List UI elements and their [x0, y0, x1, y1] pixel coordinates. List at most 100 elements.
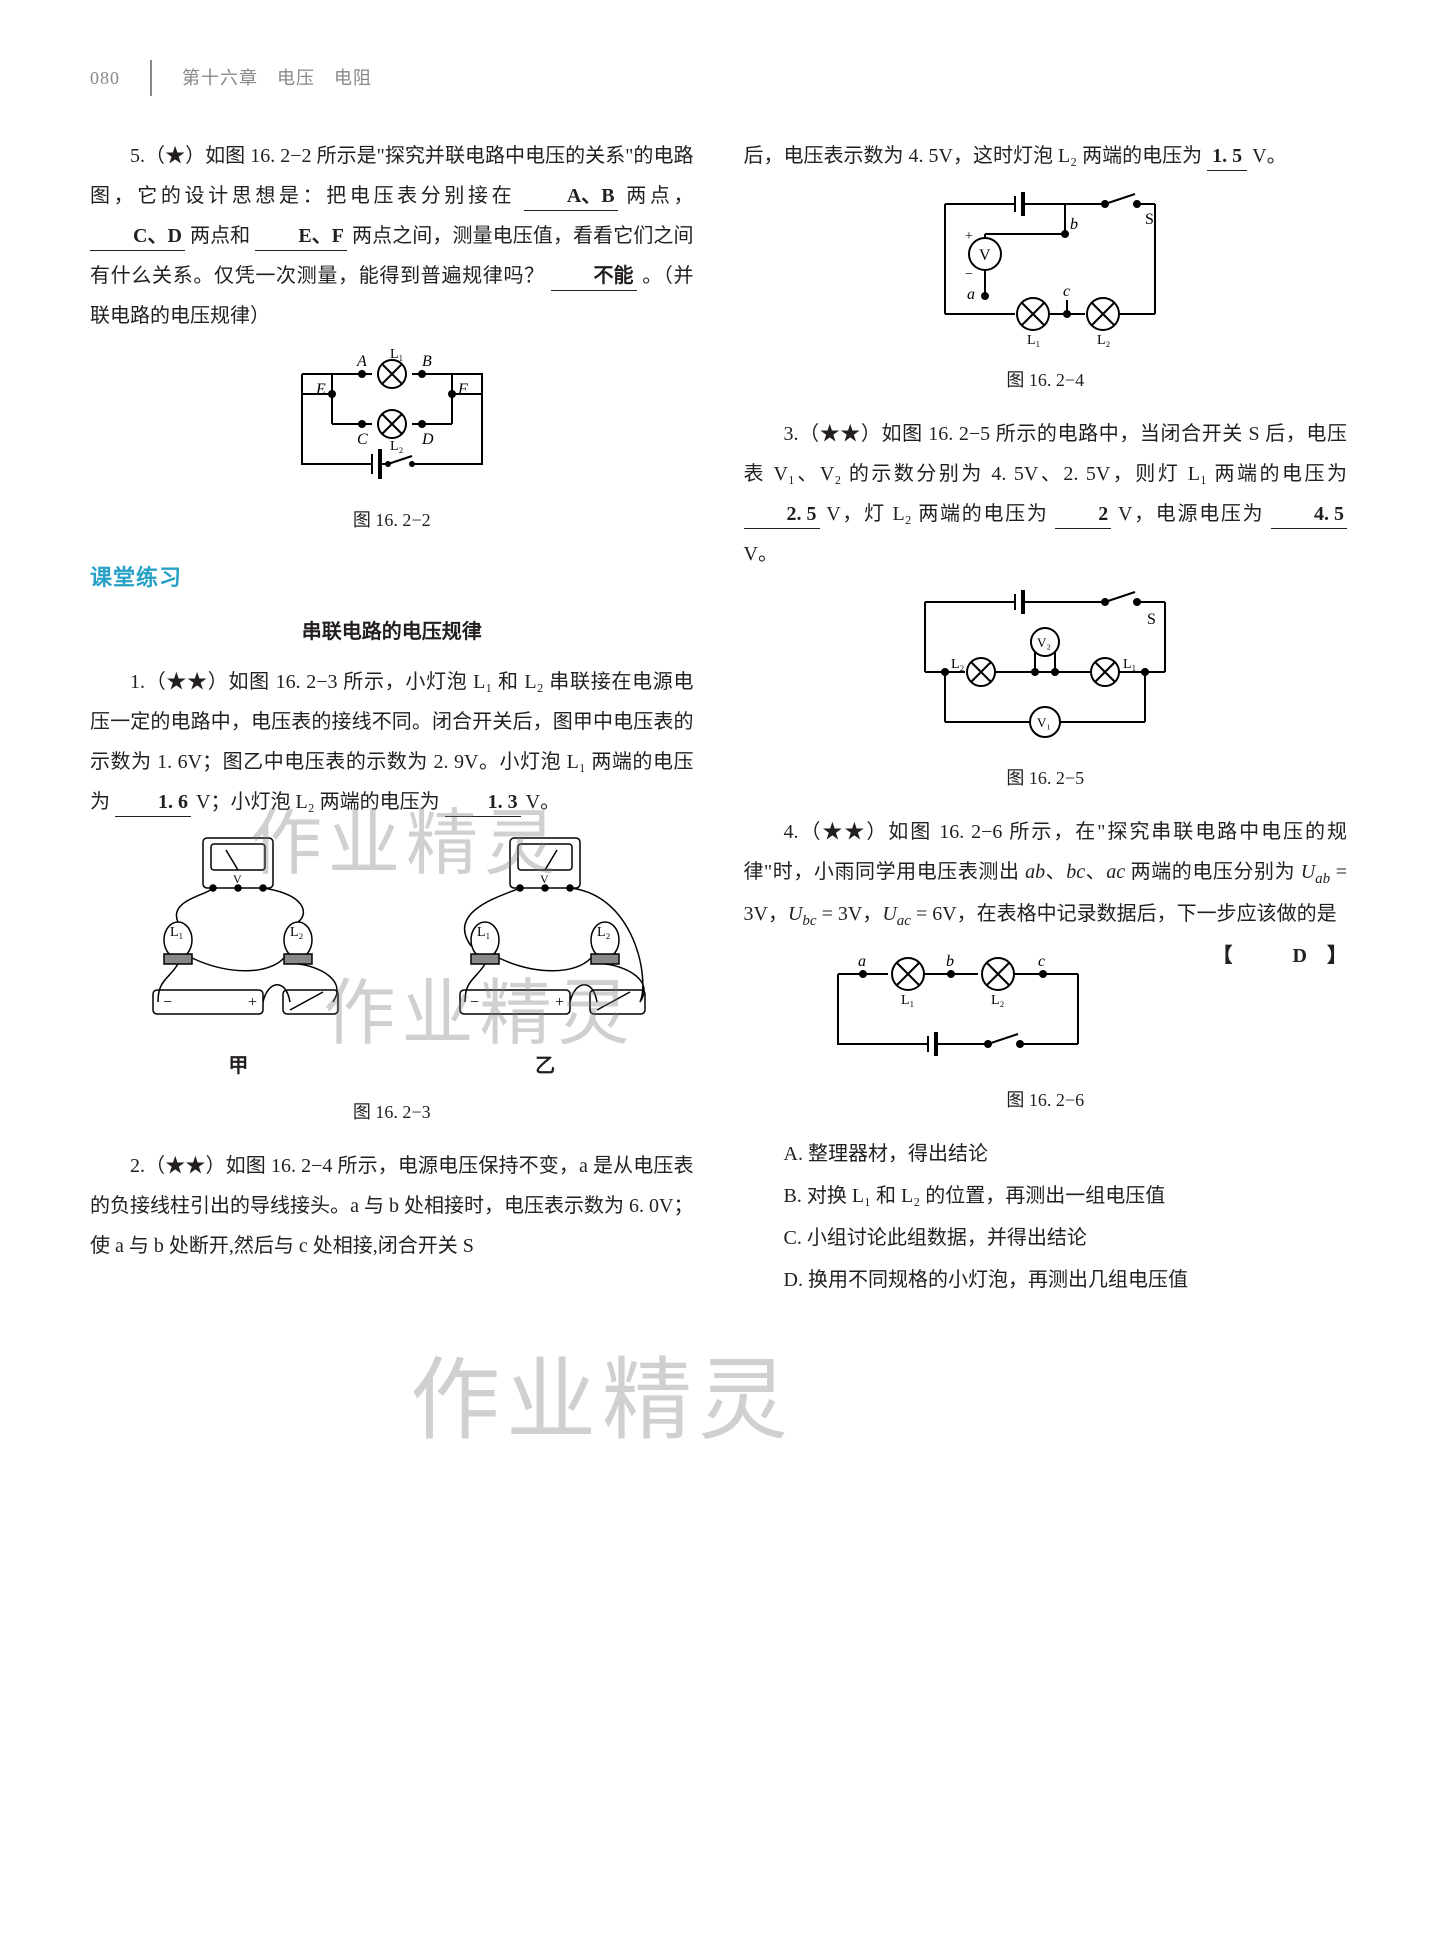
- pictorial-yi: V − +: [415, 830, 675, 1030]
- svg-text:L₁: L₁: [477, 925, 490, 940]
- pictorial-jia: V − +: [108, 830, 368, 1030]
- q1-tail: V。: [526, 791, 560, 813]
- svg-text:L₂: L₂: [290, 925, 304, 940]
- q5-ans3: E、F: [255, 222, 347, 251]
- svg-text:E: E: [315, 381, 326, 398]
- svg-text:D: D: [421, 431, 434, 448]
- q5-paragraph: 5.（★）如图 16. 2−2 所示是"探究并联电路中电压的关系"的电路图，它的…: [90, 136, 694, 336]
- svg-text:V: V: [540, 872, 549, 886]
- fig3-caption: 图 16. 2−3: [90, 1094, 694, 1130]
- svg-text:V₁: V₁: [1037, 715, 1051, 730]
- svg-text:B: B: [422, 353, 432, 370]
- q3-paragraph: 3.（★★）如图 16. 2−5 所示的电路中，当闭合开关 S 后，电压表 V₁…: [744, 414, 1348, 574]
- choice-d: D. 换用不同规格的小灯泡，再测出几组电压值: [744, 1260, 1348, 1300]
- q2-cont-paragraph: 后，电压表示数为 4. 5V，这时灯泡 L₂ 两端的电压为 1. 5 V。: [744, 136, 1348, 176]
- svg-text:V₂: V₂: [1037, 635, 1051, 650]
- svg-text:V: V: [979, 247, 991, 264]
- svg-text:L₂: L₂: [597, 925, 611, 940]
- svg-text:L₂: L₂: [390, 439, 404, 454]
- svg-text:F: F: [457, 381, 468, 398]
- svg-text:b: b: [1070, 216, 1078, 233]
- q3-mid1: V，灯 L₂ 两端的电压为: [826, 503, 1048, 525]
- svg-text:a: a: [967, 286, 975, 303]
- choice-a: A. 整理器材，得出结论: [744, 1134, 1348, 1174]
- q3-prefix: 3.（★★）如图 16. 2−5 所示的电路中，当闭合开关 S 后，电压表 V₁…: [744, 423, 1348, 485]
- q1-ans2: 1. 3: [445, 788, 521, 817]
- svg-text:A: A: [356, 353, 367, 370]
- fig2-caption: 图 16. 2−2: [90, 502, 694, 538]
- q4-text: 4.（★★）如图 16. 2−6 所示，在"探究串联电路中电压的规律"时，小雨同…: [744, 821, 1348, 925]
- q5-ans4: 不能: [551, 262, 637, 291]
- q5-ans1: A、B: [524, 182, 618, 211]
- svg-text:L₁: L₁: [901, 993, 914, 1008]
- fig3-right: V − +: [415, 830, 675, 1086]
- page-number: 080: [90, 60, 120, 96]
- svg-text:c: c: [1063, 283, 1070, 300]
- svg-text:S: S: [1145, 211, 1154, 228]
- svg-text:+: +: [248, 994, 257, 1011]
- q5-ans2: C、D: [90, 222, 185, 251]
- fig3-left: V − +: [108, 830, 368, 1086]
- figure-16-2-5: S V₂: [744, 582, 1348, 752]
- svg-text:L₂: L₂: [1097, 333, 1111, 348]
- watermark-bottom: 作业精灵: [410, 1312, 794, 1492]
- q5-mid1: 两点，: [626, 185, 693, 207]
- chapter-title: 第十六章 电压 电阻: [182, 60, 372, 96]
- q2-text: 2.（★★）如图 16. 2−4 所示，电源电压保持不变，a 是从电压表的负接线…: [90, 1155, 694, 1257]
- fig4-caption: 图 16. 2−4: [744, 362, 1348, 398]
- section-practice: 课堂练习: [90, 556, 694, 600]
- watermark-holder-1: 1.（★★）如图 16. 2−3 所示，小灯泡 L₁ 和 L₂ 串联接在电源电压…: [90, 662, 694, 822]
- circuit-16-2-6: abc L₁ L₂: [808, 944, 1108, 1074]
- svg-text:L₁: L₁: [1123, 657, 1136, 672]
- svg-text:+: +: [555, 994, 564, 1011]
- q3-ans3: 4. 5: [1271, 500, 1347, 529]
- svg-text:L₁: L₁: [390, 347, 403, 362]
- right-column: 后，电压表示数为 4. 5V，这时灯泡 L₂ 两端的电压为 1. 5 V。 S: [744, 136, 1348, 1302]
- page-header: 080 第十六章 电压 电阻: [90, 60, 1347, 96]
- figure-16-2-6: abc L₁ L₂: [744, 944, 1173, 1074]
- q1-paragraph: 1.（★★）如图 16. 2−3 所示，小灯泡 L₁ 和 L₂ 串联接在电源电压…: [90, 662, 694, 822]
- q4-answer: D: [1253, 936, 1307, 976]
- svg-text:L₁: L₁: [1027, 333, 1040, 348]
- q3-ans1: 2. 5: [744, 500, 820, 529]
- svg-text:−: −: [965, 267, 973, 282]
- q3-tail: V。: [744, 543, 778, 565]
- q2c-tail: V。: [1252, 145, 1286, 167]
- q3-mid2: V，电源电压为: [1118, 503, 1264, 525]
- svg-text:−: −: [163, 994, 172, 1011]
- q5-mid2: 两点和: [190, 225, 250, 247]
- svg-text:L₁: L₁: [170, 925, 183, 940]
- fig3-left-label: 甲: [108, 1046, 368, 1086]
- svg-text:a: a: [858, 953, 866, 970]
- figure-16-2-3: V − +: [90, 830, 694, 1086]
- choice-c: C. 小组讨论此组数据，并得出结论: [744, 1218, 1348, 1258]
- q2c-prefix: 后，电压表示数为 4. 5V，这时灯泡 L₂ 两端的电压为: [744, 145, 1203, 167]
- fig5-caption: 图 16. 2−5: [744, 760, 1348, 796]
- q2c-ans: 1. 5: [1207, 142, 1247, 171]
- circuit-16-2-2: A B E F C D L₁ L₂: [272, 344, 512, 494]
- q4-paragraph: 4.（★★）如图 16. 2−6 所示，在"探究串联电路中电压的规律"时，小雨同…: [744, 812, 1348, 936]
- svg-text:+: +: [965, 229, 973, 244]
- watermark-holder-2: 4.（★★）如图 16. 2−6 所示，在"探究串联电路中电压的规律"时，小雨同…: [744, 812, 1348, 936]
- fig6-caption: 图 16. 2−6: [744, 1082, 1348, 1118]
- q3-ans2: 2: [1055, 500, 1111, 529]
- q1-ans1: 1. 6: [115, 788, 191, 817]
- choice-b: B. 对换 L₁ 和 L₂ 的位置，再测出一组电压值: [744, 1176, 1348, 1216]
- q2-paragraph: 2.（★★）如图 16. 2−4 所示，电源电压保持不变，a 是从电压表的负接线…: [90, 1146, 694, 1266]
- bottom-watermark-holder: 作业精灵: [90, 1302, 1347, 1402]
- circuit-16-2-5: S V₂: [895, 582, 1195, 752]
- svg-text:V: V: [233, 872, 242, 886]
- svg-text:b: b: [946, 953, 954, 970]
- subsection-series: 串联电路的电压规律: [90, 612, 694, 652]
- svg-text:C: C: [357, 431, 368, 448]
- q1-mid1: V；小灯泡 L₂ 两端的电压为: [196, 791, 440, 813]
- figure-16-2-4: S V + −: [744, 184, 1348, 354]
- header-divider: [150, 60, 152, 96]
- fig3-right-label: 乙: [415, 1046, 675, 1086]
- circuit-16-2-4: S V + −: [905, 184, 1185, 354]
- body-columns: 5.（★）如图 16. 2−2 所示是"探究并联电路中电压的关系"的电路图，它的…: [90, 136, 1347, 1302]
- svg-text:−: −: [470, 994, 479, 1011]
- left-column: 5.（★）如图 16. 2−2 所示是"探究并联电路中电压的关系"的电路图，它的…: [90, 136, 694, 1302]
- figure-16-2-2: A B E F C D L₁ L₂: [90, 344, 694, 494]
- svg-text:L₂: L₂: [951, 657, 965, 672]
